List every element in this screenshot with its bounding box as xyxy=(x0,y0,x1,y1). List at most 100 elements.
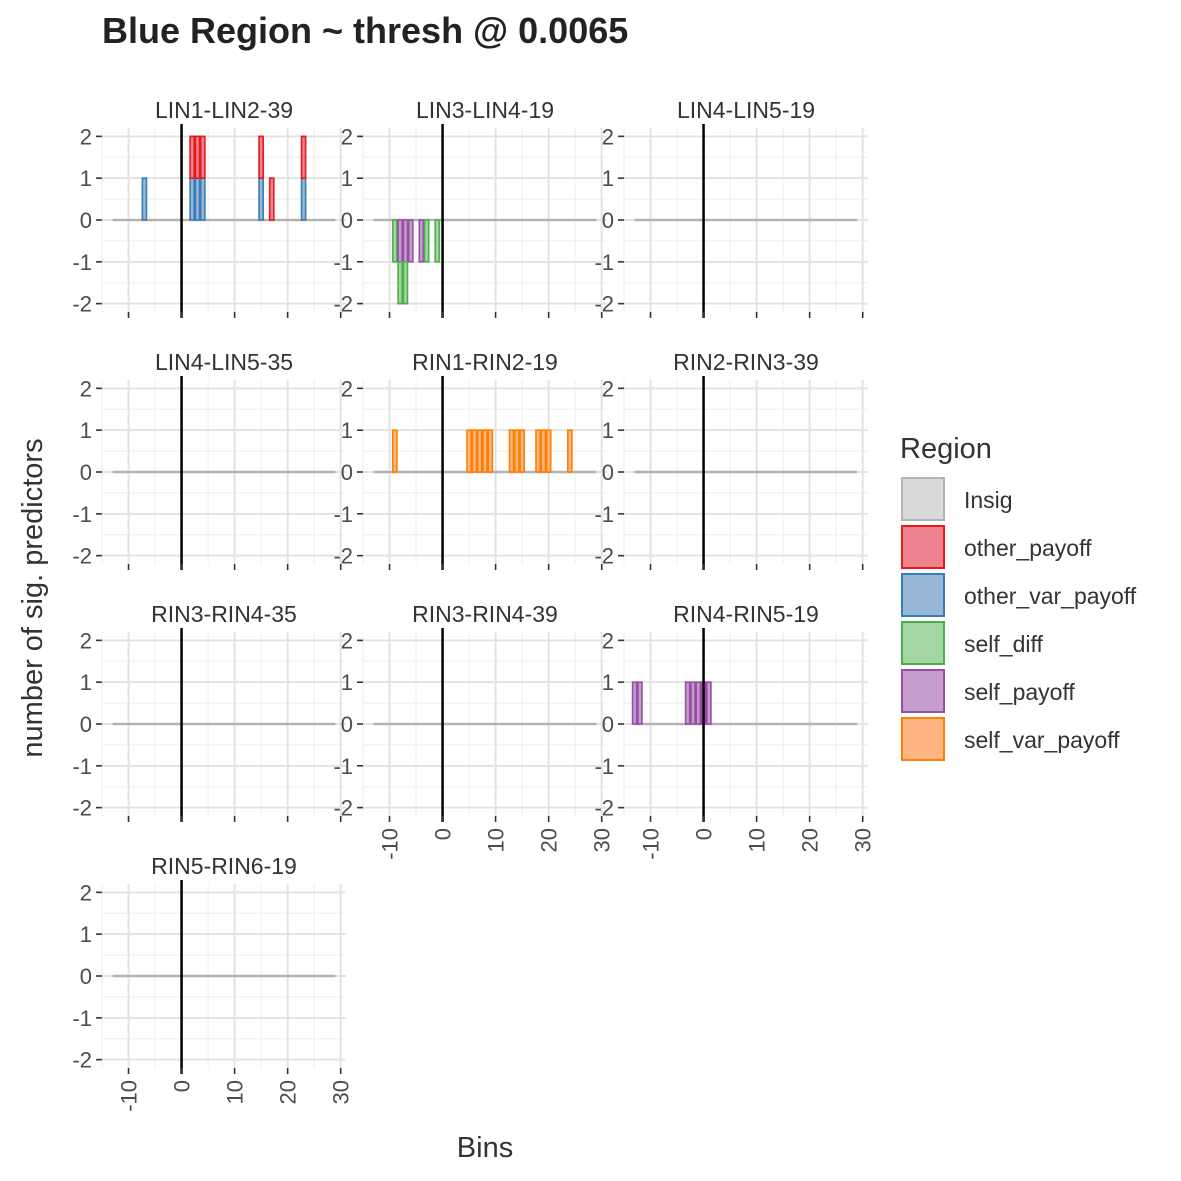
y-tick-label: -2 xyxy=(333,796,353,821)
facet-strip-label: RIN4-RIN5-19 xyxy=(673,601,819,627)
y-tick-label: -1 xyxy=(594,754,614,779)
bar-segment-other_var_payoff xyxy=(300,177,307,221)
x-tick-label: 30 xyxy=(590,828,615,852)
bar-segment-self_var_payoff xyxy=(567,429,573,473)
facet-strip-label: LIN1-LIN2-39 xyxy=(155,97,293,123)
y-tick-label: -2 xyxy=(594,796,614,821)
x-tick-label: 30 xyxy=(851,828,876,852)
y-tick-label: 2 xyxy=(602,628,614,653)
bar-segment-self_payoff xyxy=(706,681,712,725)
facet-panel: RIN2-RIN3-39 -2 -1 0 1 2 xyxy=(594,349,868,570)
y-tick-label: 2 xyxy=(341,628,353,653)
y-tick-label: 0 xyxy=(602,460,614,485)
y-tick-label: 2 xyxy=(80,880,92,905)
x-tick-label: 30 xyxy=(329,1080,354,1104)
y-tick-label: 1 xyxy=(341,166,353,191)
y-tick-label: 2 xyxy=(341,376,353,401)
x-tick-label: 10 xyxy=(223,1080,248,1104)
y-tick-label: 2 xyxy=(602,376,614,401)
bar-segment-self_var_payoff xyxy=(535,429,541,473)
y-tick-label: 0 xyxy=(80,208,92,233)
x-tick-label: 0 xyxy=(170,1080,195,1092)
legend-label: other_payoff xyxy=(964,535,1092,561)
y-tick-label: -1 xyxy=(333,250,353,275)
legend-label: self_diff xyxy=(964,631,1043,657)
legend-item: self_payoff xyxy=(901,669,1075,713)
facet-panel: LIN4-LIN5-35 -2 -1 0 1 2 xyxy=(72,349,346,570)
y-tick-label: 1 xyxy=(341,418,353,443)
legend-swatch xyxy=(901,525,945,569)
y-tick-label: 1 xyxy=(80,922,92,947)
facet-strip-label: RIN3-RIN4-39 xyxy=(412,601,558,627)
bar-segment-self_payoff xyxy=(637,681,643,725)
x-tick-label: 20 xyxy=(798,828,823,852)
legend: Region Insig other_payoff other_var_payoff… xyxy=(900,433,1137,761)
bar-segment-self_payoff xyxy=(402,219,409,263)
x-tick-label: -10 xyxy=(378,828,403,860)
legend-swatch xyxy=(901,669,945,713)
legend-entries: Insig other_payoff other_var_payoff self_di… xyxy=(901,477,1137,761)
chart-title: Blue Region ~ thresh @ 0.0065 xyxy=(102,10,629,51)
y-tick-label: 2 xyxy=(341,124,353,149)
y-tick-label: -1 xyxy=(72,502,92,527)
bar-segment-other_payoff xyxy=(194,135,201,179)
y-tick-label: 2 xyxy=(80,628,92,653)
y-tick-label: 1 xyxy=(341,670,353,695)
y-tick-label: 0 xyxy=(341,712,353,737)
facet-panel: RIN3-RIN4-35 -2 -1 0 1 2 xyxy=(72,601,346,822)
bar-segment-self_payoff xyxy=(418,219,425,263)
x-tick-label: 0 xyxy=(431,828,456,840)
facet-strip-label: RIN1-RIN2-19 xyxy=(412,349,558,375)
y-tick-label: -1 xyxy=(72,250,92,275)
legend-label: self_payoff xyxy=(964,679,1075,705)
facet-strip-label: RIN3-RIN4-35 xyxy=(151,601,297,627)
bar-segment-self_payoff xyxy=(684,681,691,725)
bar-segment-self_var_payoff xyxy=(545,429,552,473)
facet-panel: LIN1-LIN2-39 -2 -1 0 1 2 xyxy=(72,97,346,318)
legend-label: self_var_payoff xyxy=(964,727,1120,753)
y-tick-label: -2 xyxy=(72,1048,92,1073)
legend-swatch xyxy=(901,717,945,761)
bar-segment-self_diff xyxy=(402,261,409,305)
legend-item: self_var_payoff xyxy=(901,717,1120,761)
facet-panel: LIN3-LIN4-19 -2 -1 0 1 2 xyxy=(333,97,607,318)
y-tick-label: 1 xyxy=(602,418,614,443)
bar-segment-self_diff xyxy=(423,219,430,263)
bar-segment-self_var_payoff xyxy=(508,429,515,473)
y-tick-label: 2 xyxy=(80,124,92,149)
y-tick-label: 1 xyxy=(80,166,92,191)
y-tick-label: -1 xyxy=(72,1006,92,1031)
y-tick-label: -1 xyxy=(72,754,92,779)
x-tick-label: 20 xyxy=(276,1080,301,1104)
y-tick-label: -1 xyxy=(594,502,614,527)
y-tick-label: 2 xyxy=(602,124,614,149)
bar-segment-self_var_payoff xyxy=(519,429,525,473)
x-axis-title: Bins xyxy=(457,1132,513,1164)
bar-segment-other_payoff xyxy=(258,135,264,179)
bar-segment-self_payoff xyxy=(695,681,702,725)
y-tick-label: -1 xyxy=(333,502,353,527)
legend-item: self_diff xyxy=(901,621,1043,665)
legend-swatch xyxy=(901,573,945,617)
x-tick-label: -10 xyxy=(639,828,664,860)
bar-segment-other_payoff xyxy=(189,135,196,179)
y-tick-label: 0 xyxy=(602,712,614,737)
y-tick-label: -2 xyxy=(333,544,353,569)
y-axis-title: number of sig. predictors xyxy=(17,438,49,757)
bar-segment-other_payoff xyxy=(199,135,206,179)
bar-segment-self_var_payoff xyxy=(391,429,398,473)
y-tick-label: 1 xyxy=(80,418,92,443)
x-tick-label: -10 xyxy=(117,1080,142,1112)
facet-strip-label: RIN2-RIN3-39 xyxy=(673,349,819,375)
bar-segment-self_payoff xyxy=(631,681,638,725)
facet-panel: RIN1-RIN2-19 -2 -1 0 1 2 xyxy=(333,349,607,570)
x-tick-label: 0 xyxy=(692,828,717,840)
x-tick-label: 10 xyxy=(484,828,509,852)
bar-segment-self_diff xyxy=(391,219,398,263)
bar-segment-self_diff xyxy=(434,219,441,263)
bar-segment-self_var_payoff xyxy=(540,429,547,473)
y-tick-label: 0 xyxy=(341,208,353,233)
y-tick-label: 0 xyxy=(80,712,92,737)
